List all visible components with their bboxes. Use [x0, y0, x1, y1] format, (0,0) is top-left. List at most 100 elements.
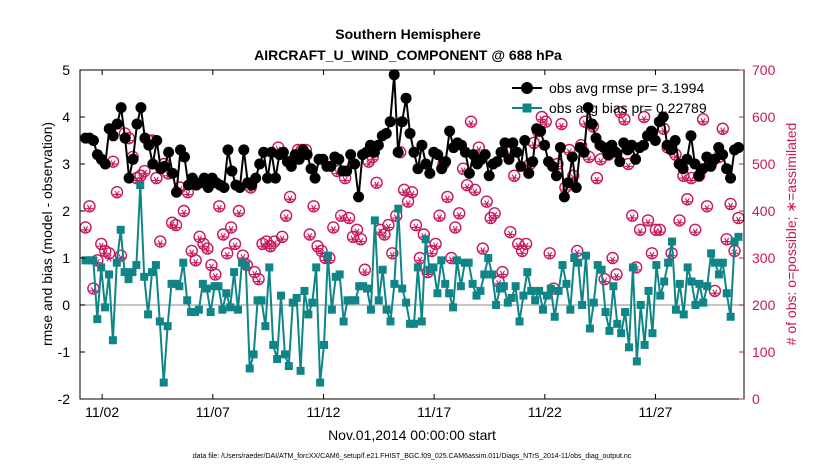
rmse-point — [511, 146, 523, 158]
bias-point — [464, 258, 473, 267]
rmse-point — [87, 135, 99, 146]
bias-point — [656, 291, 665, 300]
obs-possible-point — [220, 247, 234, 260]
bias-point — [574, 258, 583, 267]
obs-assimilated-point — [557, 122, 566, 131]
obs-assimilated-point — [250, 270, 259, 279]
obs-assimilated-point — [443, 195, 452, 203]
obs-assimilated-point — [179, 209, 188, 218]
rmse-point — [123, 172, 135, 184]
bias-point — [308, 298, 317, 307]
obs-possible-point — [480, 195, 493, 208]
bias-point — [640, 340, 649, 349]
obs-assimilated-point — [349, 235, 357, 243]
bias-point — [261, 322, 270, 331]
rmse-point — [479, 149, 491, 161]
obs-assimilated-point — [101, 249, 110, 258]
rmse-point — [234, 182, 246, 193]
rmse-point — [250, 172, 262, 184]
obs-assimilated-point — [510, 174, 519, 182]
obs-assimilated-point — [537, 115, 546, 124]
bias-point — [335, 270, 344, 279]
rmse-point — [562, 177, 574, 189]
bias-point — [488, 270, 497, 279]
legend: obs avg rmse pr= 3.1994 obs avg bias pr= … — [512, 80, 707, 116]
obs-assimilated-point — [514, 242, 523, 250]
bias-point — [566, 305, 575, 314]
y-right-tick-label: 700 — [752, 62, 776, 78]
obs-possible-point — [283, 190, 297, 204]
rmse-point — [507, 137, 519, 149]
bias-point — [699, 298, 708, 307]
obs-possible-point — [228, 237, 242, 251]
bias-point — [730, 237, 739, 246]
bias-point — [198, 279, 207, 288]
y-axis-right-label: # of obs: o=possible; ∗=assimilated — [783, 123, 799, 346]
bias-point — [433, 289, 442, 298]
obs-possible-point — [673, 214, 686, 227]
obs-assimilated-point — [596, 157, 605, 166]
bias-point — [296, 366, 305, 375]
rmse-point — [135, 102, 147, 114]
bias-point — [327, 305, 336, 314]
obs-assimilated-point — [278, 235, 287, 243]
rmse-point — [582, 102, 594, 114]
y-tick-label: 1 — [62, 250, 70, 266]
bias-point — [617, 329, 626, 338]
rmse-point — [495, 146, 507, 158]
x-axis-label: Nov.01,2014 00:00:00 start — [328, 427, 496, 443]
rmse-point — [523, 167, 535, 179]
obs-assimilated-point — [356, 237, 365, 246]
bias-point — [581, 251, 590, 260]
rmse-point — [420, 158, 432, 170]
rmse-point — [400, 92, 412, 104]
bias-point — [456, 282, 465, 291]
bias-point — [679, 310, 688, 319]
bias-point — [703, 282, 712, 291]
obs-assimilated-point — [592, 176, 601, 185]
rmse-point — [309, 172, 321, 184]
rmse-point — [681, 153, 693, 165]
plot-frame — [79, 69, 745, 400]
rmse-point — [254, 158, 266, 170]
bias-point — [695, 279, 704, 288]
y-right-tick-label: 100 — [752, 344, 776, 360]
bias-point — [507, 293, 516, 302]
rmse-point — [685, 130, 697, 142]
obs-assimilated-point — [620, 117, 629, 126]
bias-point — [245, 364, 254, 373]
bias-point — [120, 268, 129, 277]
bias-point — [339, 317, 348, 326]
bias-point — [515, 317, 524, 326]
obs-possible-point — [716, 122, 729, 135]
rmse-point — [665, 144, 677, 156]
rmse-point — [570, 182, 582, 193]
bias-point — [593, 261, 602, 270]
bias-point — [273, 355, 282, 364]
obs-possible-point — [386, 247, 399, 260]
rmse-point — [198, 172, 210, 184]
obs-assimilated-point — [341, 176, 350, 185]
bias-point — [585, 324, 594, 333]
bias-point — [409, 319, 418, 328]
obs-possible-point — [689, 223, 702, 237]
rmse-point — [546, 160, 558, 172]
obs-assimilated-point — [337, 214, 346, 222]
rmse-point — [578, 146, 590, 158]
bias-point — [558, 261, 567, 270]
bias-point — [589, 298, 598, 307]
rmse-point — [444, 125, 456, 137]
obs-assimilated-point — [408, 190, 416, 199]
rmse-point — [586, 118, 598, 130]
obs-possible-point — [476, 242, 489, 255]
rmse-point — [353, 191, 365, 203]
obs-assimilated-point — [463, 183, 472, 192]
obs-assimilated-point — [85, 204, 94, 213]
obs-assimilated-point — [140, 169, 149, 178]
bias-point — [476, 286, 485, 295]
bias-point — [398, 284, 407, 293]
y-axis-label: rmse and bias (model - observation) — [39, 122, 55, 346]
bias-point — [472, 291, 481, 300]
y-tick-label: 5 — [62, 62, 70, 78]
